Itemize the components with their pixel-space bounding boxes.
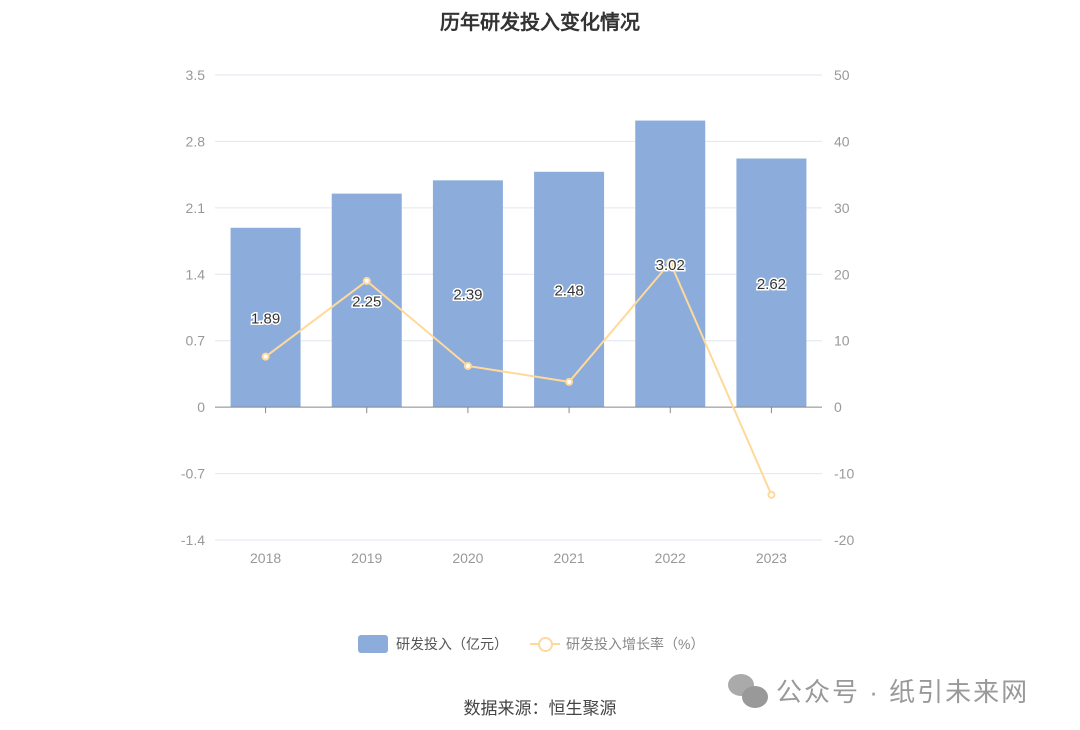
growth-point (362, 276, 371, 285)
right-tick-label: 40 (834, 133, 850, 149)
left-tick-label: 0.7 (186, 333, 206, 349)
watermark-text: 公众号 · 纸引未来网 (776, 677, 1030, 707)
left-tick-label: 3.5 (186, 67, 206, 83)
x-tick-label: 2023 (756, 550, 787, 566)
right-tick-label: 30 (834, 200, 850, 216)
growth-point (565, 377, 574, 386)
growth-point (261, 352, 270, 361)
legend-line-label[interactable]: 研发投入增长率（%） (566, 636, 705, 652)
legend-line-swatch[interactable] (530, 635, 560, 653)
left-tick-label: 2.8 (186, 133, 206, 149)
right-tick-label: -10 (834, 466, 854, 482)
right-tick-label: 10 (834, 333, 850, 349)
legend-bar-swatch[interactable] (358, 635, 388, 653)
legend: 研发投入（亿元） 研发投入增长率（%） (358, 634, 704, 654)
x-tick-label: 2018 (250, 550, 281, 566)
growth-point (767, 490, 776, 499)
x-tick-label: 2022 (655, 550, 686, 566)
growth-point (666, 258, 675, 267)
growth-point (463, 361, 472, 370)
chart-title: 历年研发投入变化情况 (440, 12, 640, 34)
bar-value-label: 2.48 (554, 282, 583, 299)
watermark: 公众号 · 纸引未来网 (728, 672, 1029, 709)
x-tick-label: 2019 (351, 550, 382, 566)
bar-value-label: 2.62 (757, 276, 786, 293)
x-tick-label: 2020 (452, 550, 483, 566)
growth-line (264, 260, 773, 496)
wechat-icon (728, 673, 768, 708)
bar-value-label: 1.89 (251, 310, 280, 327)
bar (534, 171, 605, 408)
left-tick-label: 0 (197, 399, 205, 415)
bar (736, 158, 807, 408)
legend-bar-label[interactable]: 研发投入（亿元） (396, 636, 508, 652)
left-tick-label: -0.7 (181, 466, 205, 482)
bar-value-label: 3.02 (656, 257, 685, 274)
bar-value-label: 2.25 (352, 293, 381, 310)
x-tick-label: 2021 (554, 550, 585, 566)
right-tick-label: 50 (834, 67, 850, 83)
right-tick-label: 0 (834, 399, 842, 415)
right-tick-label: 20 (834, 266, 850, 282)
left-tick-label: 1.4 (186, 266, 206, 282)
left-tick-label: 2.1 (186, 200, 206, 216)
right-tick-label: -20 (834, 532, 854, 548)
left-tick-label: -1.4 (181, 532, 205, 548)
bar-value-label: 2.39 (453, 287, 482, 304)
bar (230, 227, 301, 408)
data-source: 数据来源：恒生聚源 (463, 699, 617, 718)
